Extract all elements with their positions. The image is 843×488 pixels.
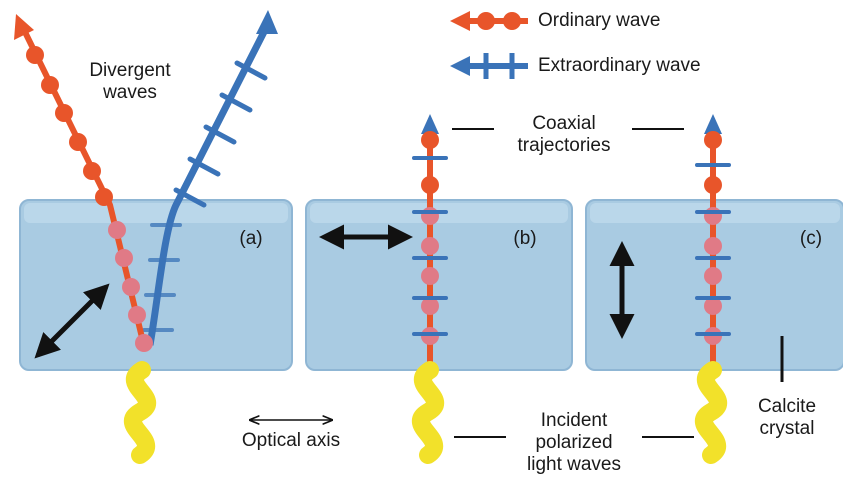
divergent-label-line2: waves [103,82,157,103]
coaxial-trajectories-label: Coaxial trajectories [500,113,628,157]
incident-label-line1: Incident [540,410,608,431]
legend-extraordinary-label: Extraordinary wave [538,55,701,76]
calcite-label-line1: Calcite [757,396,817,417]
incident-label-line3: light waves [527,454,621,475]
panel-a-label: (a) [239,228,263,249]
legend-ordinary-label: Ordinary wave [538,10,661,31]
coaxial-waves-b [412,114,448,365]
legend-ordinary-glyph [450,11,528,31]
calcite-crystal-label: Calcite crystal [742,396,832,440]
incident-light-b [412,361,444,464]
extraordinary-wave-a [142,10,278,346]
divergent-label-line1: Divergent [89,60,171,81]
optical-axis-label: Optical axis [241,430,341,451]
panel-c-label: (c) [799,228,823,249]
incident-light-label: Incident polarized light waves [506,410,642,476]
calcite-label-line2: crystal [759,418,815,439]
crystal-block-b [305,199,573,371]
legend-extraordinary-glyph [450,53,528,79]
optical-axis-arrow-a [34,283,110,359]
panel-b-label: (b) [513,228,537,249]
incident-label-line2: polarized [535,432,613,453]
coaxial-label-line2: trajectories [517,135,611,156]
coaxial-label-line1: Coaxial [532,113,596,134]
divergent-waves-label: Divergent waves [70,60,190,104]
ordinary-wave-a [14,14,153,352]
coaxial-waves-c [695,114,731,365]
incident-light-c [695,361,727,464]
incident-light-a [124,361,156,464]
